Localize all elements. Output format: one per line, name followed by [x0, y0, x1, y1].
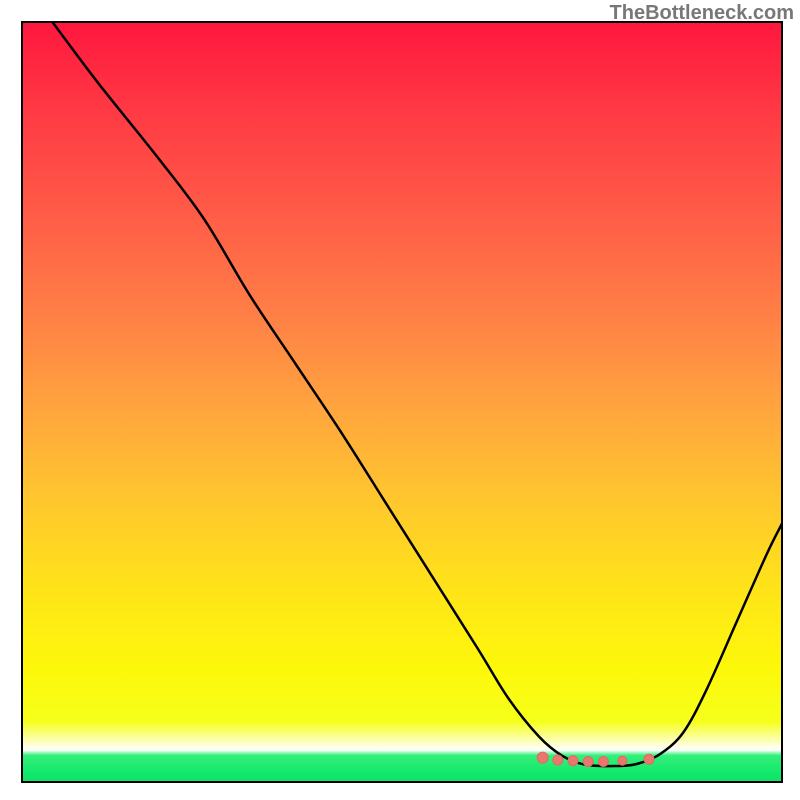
- valley-marker: [537, 752, 548, 763]
- valley-marker: [568, 756, 578, 766]
- chart-stage: TheBottleneck.com: [0, 0, 800, 800]
- chart-svg: [0, 0, 800, 800]
- valley-marker: [553, 755, 563, 765]
- valley-marker: [644, 754, 654, 764]
- plot-background: [22, 22, 782, 782]
- valley-marker: [618, 756, 627, 765]
- valley-marker: [598, 756, 608, 766]
- valley-marker: [583, 756, 593, 766]
